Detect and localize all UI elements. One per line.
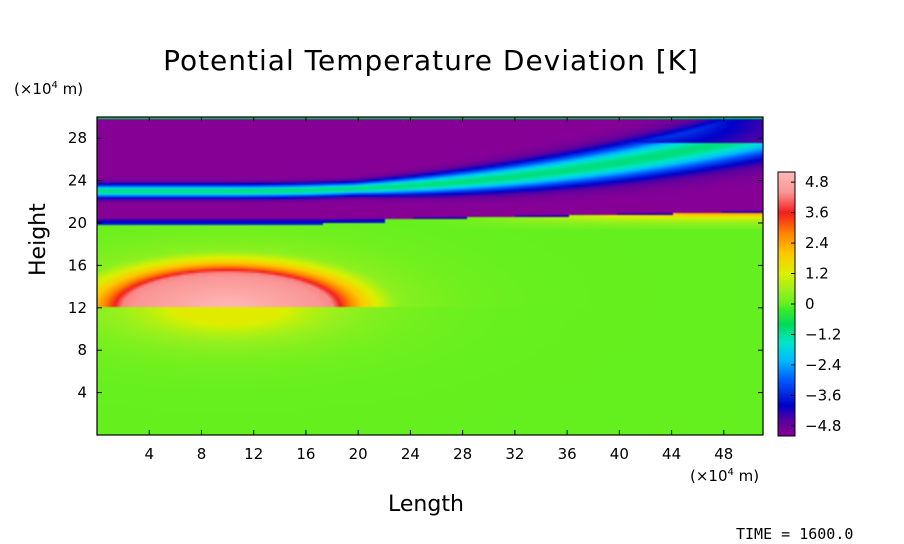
y-tick-label: 8 [77,341,87,359]
y-tick-label: 4 [77,384,87,402]
x-ticks: 4 8 12 16 20 24 28 32 36 40 44 48 [144,117,733,463]
x-tick-label: 36 [558,445,577,463]
x-tick-label: 16 [296,445,315,463]
x-tick-label: 28 [453,445,472,463]
x-tick-label: 4 [144,445,154,463]
temperature-field [97,117,763,435]
colorbar-tick-label: 3.6 [805,204,829,222]
y-ticks: 4 8 12 16 20 24 28 [68,129,763,402]
colorbar-tick-label: 2.4 [805,234,829,252]
colorbar-ticks: 4.8 3.6 2.4 1.2 0 −1.2 −2.4 −3.6 −4.8 [791,173,841,435]
x-tick-label: 12 [244,445,263,463]
time-readout: TIME = 1600.0 [736,525,854,543]
x-unit-label: (×104 m) [690,467,760,485]
x-axis-label: Length [388,492,464,517]
y-unit-label: (×104 m) [14,80,84,98]
colorbar-tick-label: −3.6 [805,386,841,404]
x-tick-label: 8 [197,445,207,463]
y-tick-label: 12 [68,299,87,317]
colorbar-tick-label: −2.4 [805,356,841,374]
colorbar-tick-label: −4.8 [805,417,841,435]
y-tick-label: 20 [68,214,87,232]
colorbar-tick-label: 0 [805,295,815,313]
y-tick-label: 28 [68,129,87,147]
colorbar-tick-label: 1.2 [805,265,829,283]
colorbar [778,172,795,436]
colorbar-tick-label: −1.2 [805,325,841,343]
x-tick-label: 32 [505,445,524,463]
x-tick-label: 48 [714,445,733,463]
x-tick-label: 24 [401,445,420,463]
x-tick-label: 40 [610,445,629,463]
x-tick-label: 44 [662,445,681,463]
colorbar-tick-label: 4.8 [805,173,829,191]
plot-frame [96,116,764,436]
y-tick-label: 24 [68,172,87,190]
chart-title: Potential Temperature Deviation [K] [163,44,699,77]
y-tick-label: 16 [68,256,87,274]
x-tick-label: 20 [349,445,368,463]
